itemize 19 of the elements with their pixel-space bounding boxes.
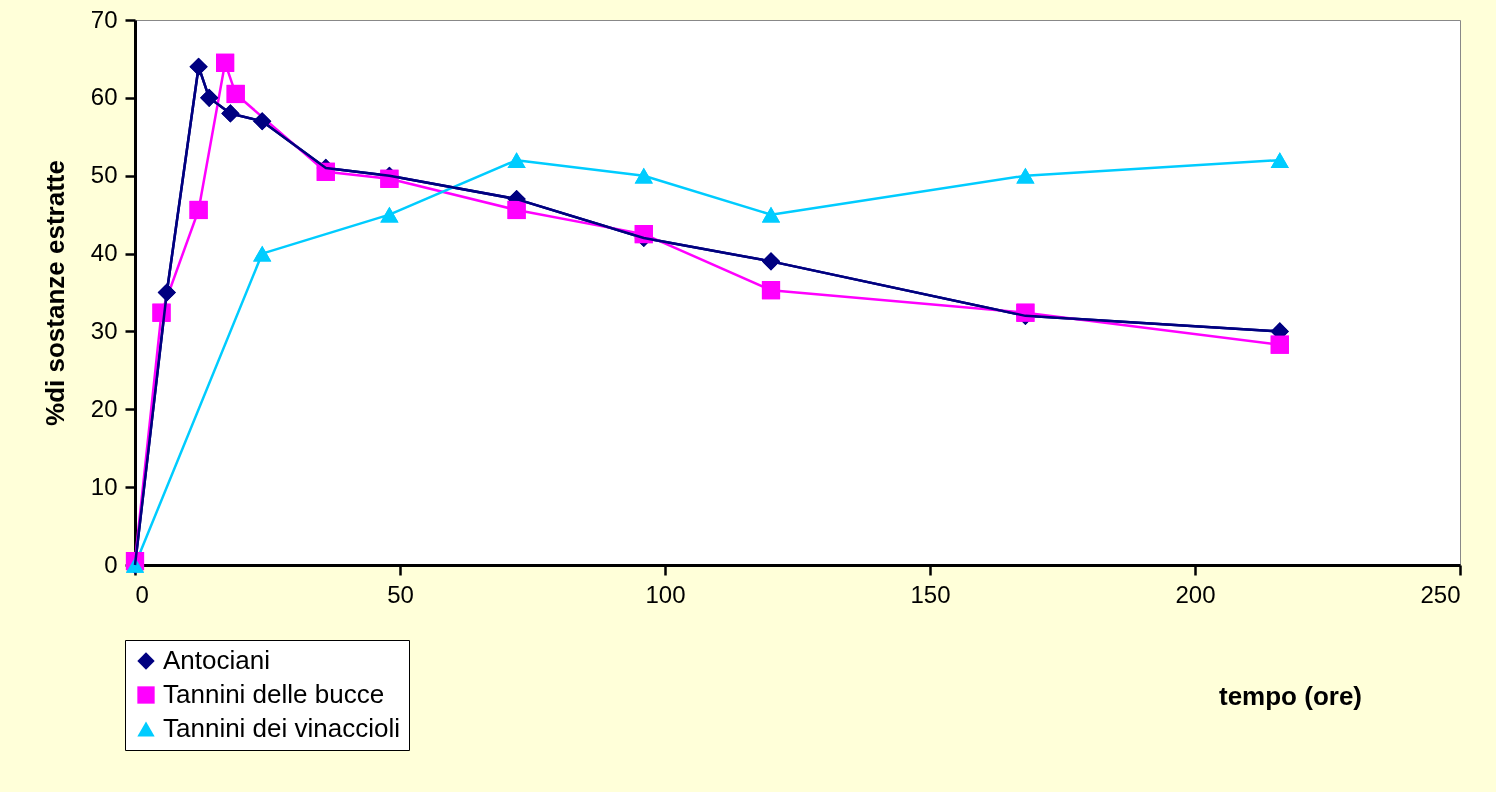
x-tick-label: 250: [1420, 580, 1461, 608]
x-tick-label: 200: [1175, 580, 1216, 608]
x-tick-label: 100: [645, 580, 686, 608]
y-tick-label: 10: [90, 472, 118, 500]
y-tick-label: 30: [90, 316, 118, 344]
y-tick-label: 0: [104, 550, 118, 578]
x-tick-label: 0: [135, 580, 149, 608]
legend-label: Tannini delle bucce: [163, 679, 385, 709]
x-tick-label: 150: [910, 580, 951, 608]
y-tick-label: 50: [90, 161, 118, 189]
y-tick-label: 70: [90, 5, 118, 33]
y-tick-label: 40: [90, 239, 118, 267]
y-axis-title: %di sostanze estratte: [39, 160, 70, 426]
y-tick-label: 20: [90, 394, 118, 422]
legend-label: Antociani: [163, 645, 270, 675]
y-tick-label: 60: [90, 83, 118, 111]
x-tick-label: 50: [387, 580, 414, 608]
legend-label: Tannini dei vinaccioli: [163, 713, 401, 743]
x-axis-title: tempo (ore): [1219, 680, 1362, 711]
